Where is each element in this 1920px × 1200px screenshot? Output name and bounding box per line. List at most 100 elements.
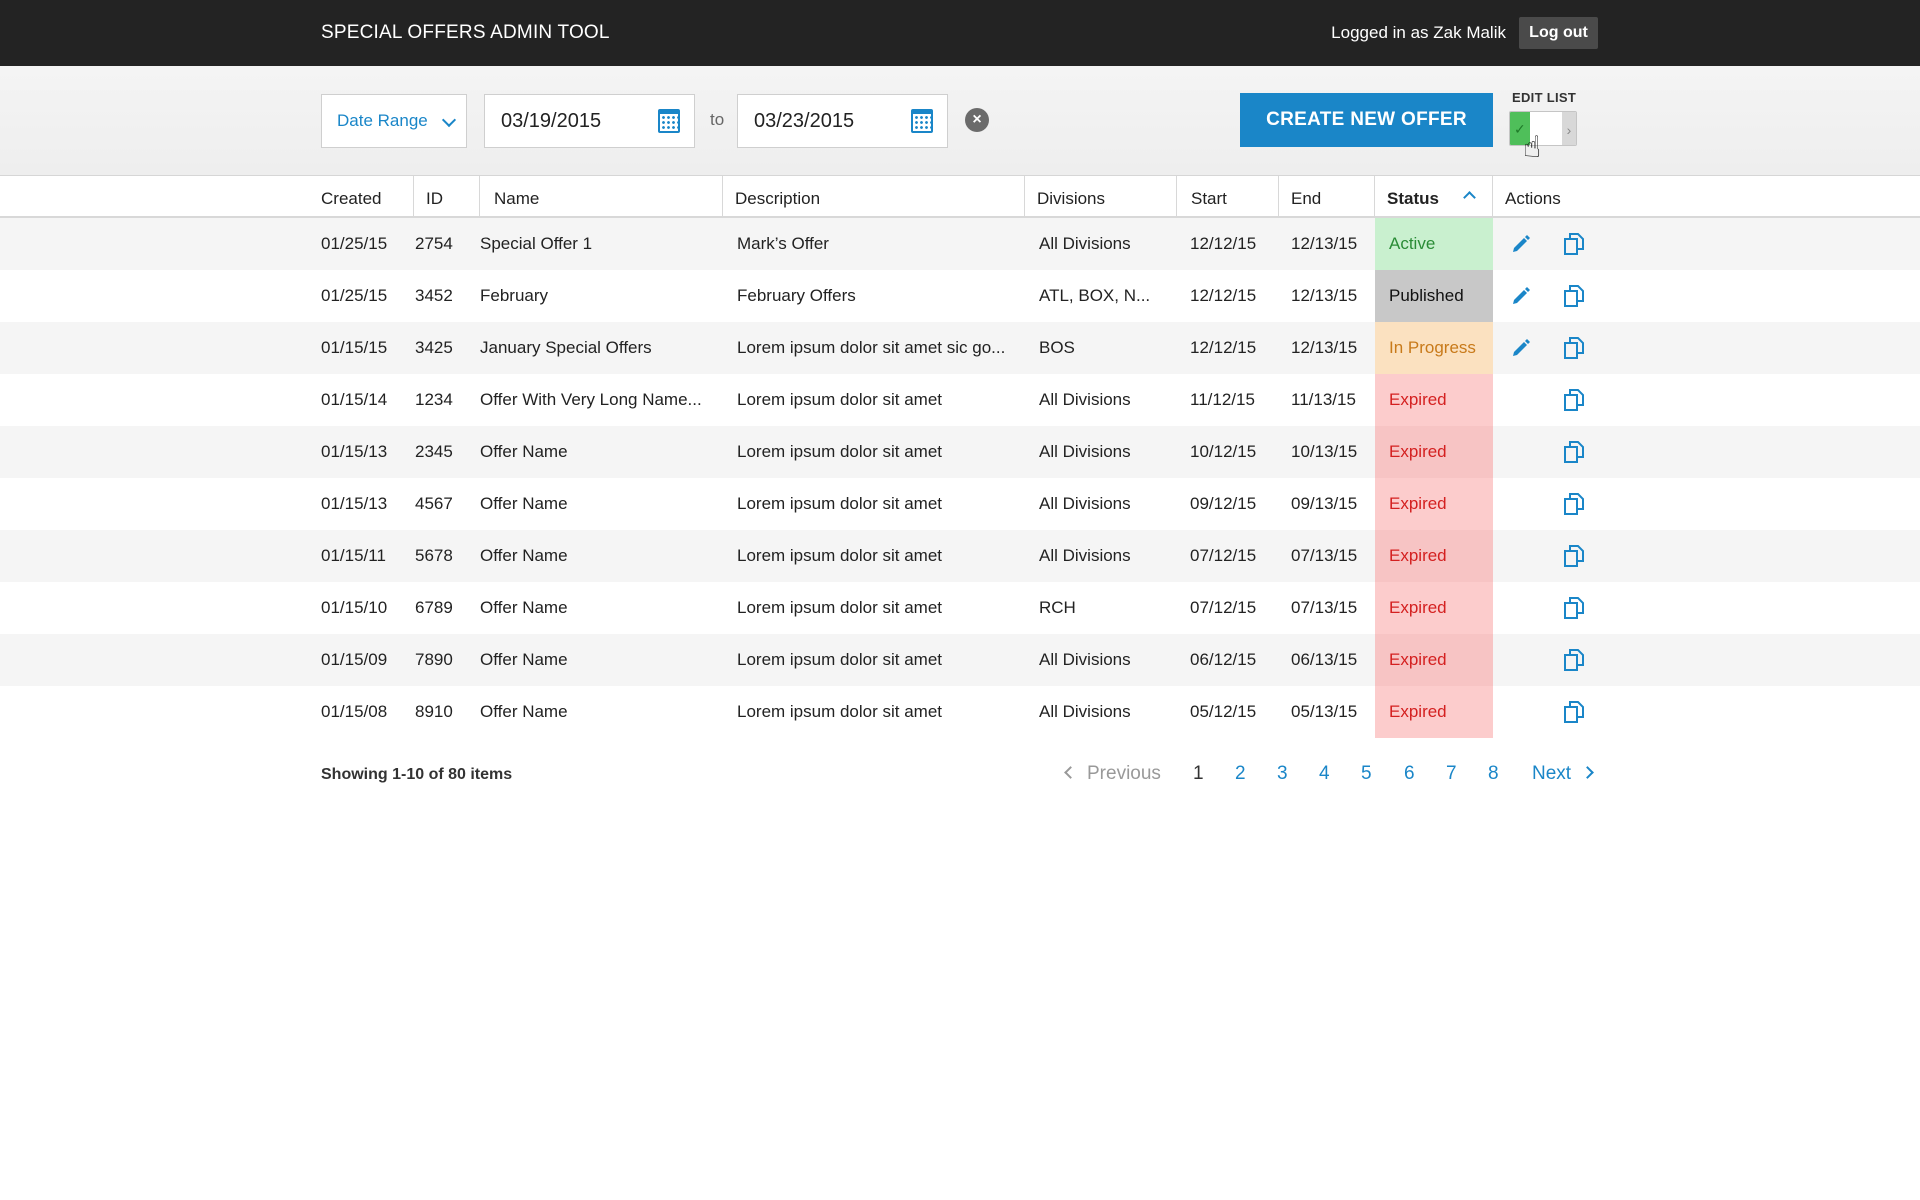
- hand-cursor-icon: ☝: [1523, 131, 1542, 164]
- table-row[interactable]: 01/15/09 7890 Offer Name Lorem ipsum dolor …: [0, 634, 1920, 686]
- table-row[interactable]: 01/25/15 3452 February February Offers ATL, …: [0, 270, 1920, 322]
- cell-start: 10/12/15: [1190, 442, 1257, 461]
- table-row[interactable]: 01/15/13 2345 Offer Name Lorem ipsum dolor …: [0, 426, 1920, 478]
- copy-icon[interactable]: [1563, 544, 1585, 568]
- page-number-6[interactable]: 6: [1404, 763, 1415, 784]
- column-header-end[interactable]: End: [1279, 176, 1375, 218]
- copy-icon[interactable]: [1563, 648, 1585, 672]
- cell-description: Lorem ipsum dolor sit amet: [737, 650, 943, 669]
- table-row[interactable]: 01/15/15 3425 January Special Offers Lorem …: [0, 322, 1920, 374]
- table-row[interactable]: 01/15/08 8910 Offer Name Lorem ipsum dolor …: [0, 686, 1920, 738]
- cell-end: 05/13/15: [1291, 702, 1358, 721]
- column-header-created[interactable]: Created: [321, 176, 414, 218]
- copy-icon[interactable]: [1563, 492, 1585, 516]
- next-page-button[interactable]: Next: [1532, 763, 1594, 785]
- cell-name: Offer Name: [480, 598, 568, 617]
- chevron-down-icon: [441, 112, 457, 128]
- chevron-right-icon: [1581, 766, 1594, 779]
- date-to-input[interactable]: 03/23/2015: [737, 94, 948, 148]
- copy-icon[interactable]: [1563, 596, 1585, 620]
- copy-icon[interactable]: [1563, 388, 1585, 412]
- check-icon: ✓: [1514, 121, 1526, 137]
- table-row[interactable]: 01/15/13 4567 Offer Name Lorem ipsum dolor …: [0, 478, 1920, 530]
- cell-description: Lorem ipsum dolor sit amet sic go...: [737, 338, 1006, 357]
- cell-id: 3452: [415, 286, 453, 305]
- page-number-3[interactable]: 3: [1277, 763, 1288, 784]
- column-header-name[interactable]: Name: [480, 176, 723, 218]
- cell-start: 11/12/15: [1190, 390, 1255, 409]
- calendar-icon[interactable]: [911, 109, 933, 133]
- column-header-status[interactable]: Status: [1375, 176, 1493, 218]
- app-title: SPECIAL OFFERS ADMIN TOOL: [321, 22, 610, 43]
- copy-icon[interactable]: [1563, 700, 1585, 724]
- cell-id: 8910: [415, 702, 453, 721]
- table-row[interactable]: 01/15/10 6789 Offer Name Lorem ipsum dolor …: [0, 582, 1920, 634]
- cell-start: 07/12/15: [1190, 598, 1257, 617]
- status-badge: Active: [1375, 218, 1493, 270]
- logout-button[interactable]: Log out: [1519, 17, 1598, 49]
- page-number-2[interactable]: 2: [1235, 763, 1246, 784]
- column-header-description[interactable]: Description: [723, 176, 1025, 218]
- cell-divisions: ATL, BOX, N...: [1039, 286, 1151, 305]
- date-range-select[interactable]: Date Range: [321, 94, 467, 148]
- date-from-input[interactable]: 03/19/2015: [484, 94, 695, 148]
- create-new-offer-button[interactable]: CREATE NEW OFFER: [1240, 93, 1493, 147]
- cell-description: Lorem ipsum dolor sit amet: [737, 494, 943, 513]
- cell-created: 01/15/14: [321, 390, 388, 409]
- previous-label: Previous: [1087, 763, 1161, 784]
- cell-end: 07/13/15: [1291, 546, 1358, 565]
- cell-start: 09/12/15: [1190, 494, 1257, 513]
- cell-created: 01/15/10: [321, 598, 388, 617]
- column-header-start[interactable]: Start: [1177, 176, 1279, 218]
- column-header-id[interactable]: ID: [414, 176, 480, 218]
- column-header-status-label: Status: [1387, 189, 1439, 208]
- cell-name: Special Offer 1: [480, 234, 593, 253]
- table-row[interactable]: 01/25/15 2754 Special Offer 1 Mark’s Offer A…: [0, 218, 1920, 270]
- pencil-icon[interactable]: [1510, 337, 1532, 359]
- page-number-1[interactable]: 1: [1193, 763, 1204, 784]
- copy-icon[interactable]: [1563, 232, 1585, 256]
- copy-icon[interactable]: [1563, 440, 1585, 464]
- edit-list-toggle[interactable]: ✓ ›: [1509, 111, 1577, 146]
- cell-created: 01/15/11: [321, 546, 386, 565]
- page-number-8[interactable]: 8: [1488, 763, 1499, 784]
- pencil-icon[interactable]: [1510, 285, 1532, 307]
- date-range-select-label: Date Range: [337, 111, 428, 130]
- status-badge: Expired: [1375, 530, 1493, 582]
- cell-end: 06/13/15: [1291, 650, 1358, 669]
- cell-divisions: All Divisions: [1039, 546, 1131, 565]
- cell-created: 01/25/15: [321, 286, 388, 305]
- cell-description: Lorem ipsum dolor sit amet: [737, 390, 943, 409]
- page-number-5[interactable]: 5: [1361, 763, 1372, 784]
- showing-count: Showing 1-10 of 80 items: [321, 766, 513, 783]
- cell-id: 3425: [415, 338, 453, 357]
- date-to-value: 03/23/2015: [754, 109, 855, 132]
- column-header-actions: Actions: [1505, 189, 1561, 208]
- table-row[interactable]: 01/15/14 1234 Offer With Very Long Name...…: [0, 374, 1920, 426]
- cell-description: Lorem ipsum dolor sit amet: [737, 598, 943, 617]
- page-number-4[interactable]: 4: [1319, 763, 1330, 784]
- chevron-right-icon: ›: [1562, 112, 1576, 145]
- table-header: [0, 176, 1920, 218]
- cell-id: 5678: [415, 546, 453, 565]
- cell-start: 12/12/15: [1190, 234, 1257, 253]
- calendar-icon[interactable]: [658, 109, 680, 133]
- page-number-7[interactable]: 7: [1446, 763, 1457, 784]
- column-header-divisions[interactable]: Divisions: [1025, 176, 1177, 218]
- cell-id: 2345: [415, 442, 453, 461]
- cell-created: 01/15/13: [321, 442, 388, 461]
- cell-end: 09/13/15: [1291, 494, 1358, 513]
- cell-divisions: RCH: [1039, 598, 1076, 617]
- cell-name: February: [480, 286, 549, 305]
- pencil-icon[interactable]: [1510, 233, 1532, 255]
- status-badge: Expired: [1375, 426, 1493, 478]
- copy-icon[interactable]: [1563, 284, 1585, 308]
- to-label: to: [710, 110, 725, 129]
- clear-icon[interactable]: ×: [965, 108, 989, 132]
- previous-page-button[interactable]: Previous: [1064, 763, 1161, 785]
- copy-icon[interactable]: [1563, 336, 1585, 360]
- table-row[interactable]: 01/15/11 5678 Offer Name Lorem ipsum dolor …: [0, 530, 1920, 582]
- toggle-on-segment: [1510, 112, 1530, 145]
- cell-start: 07/12/15: [1190, 546, 1257, 565]
- cell-id: 4567: [415, 494, 453, 513]
